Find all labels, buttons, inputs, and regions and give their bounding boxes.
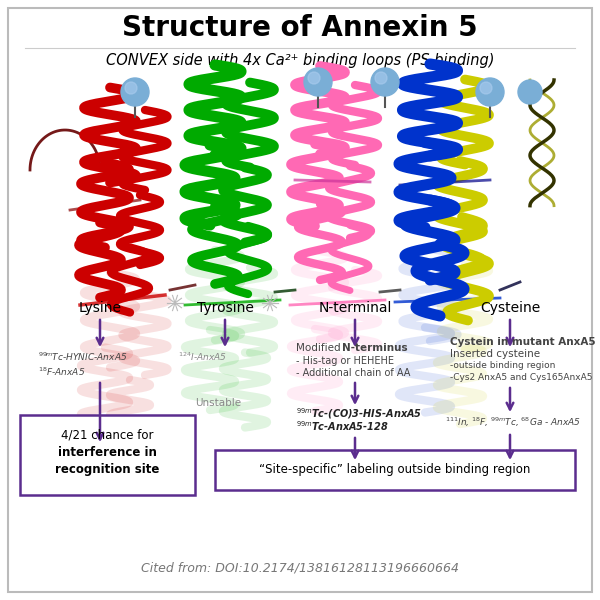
Text: -Cys2 AnxA5 and Cys165AnxA5: -Cys2 AnxA5 and Cys165AnxA5 [450,373,593,383]
Text: interference in: interference in [58,445,157,458]
Text: N-terminal: N-terminal [319,301,392,315]
Text: CONVEX side with 4x Ca²⁺ binding loops (PS binding): CONVEX side with 4x Ca²⁺ binding loops (… [106,52,494,67]
Text: Tyrosine: Tyrosine [197,301,253,315]
Text: -outside binding region: -outside binding region [450,361,556,370]
Text: - His-tag or HEHEHE: - His-tag or HEHEHE [296,356,394,366]
Text: Unstable: Unstable [195,398,241,408]
Circle shape [121,78,149,106]
Text: $^{99m}$Tc-HYNIC-AnxA5: $^{99m}$Tc-HYNIC-AnxA5 [38,351,127,363]
Text: Lysine: Lysine [79,301,121,315]
FancyBboxPatch shape [215,450,575,490]
Text: Inserted cysteine: Inserted cysteine [450,349,540,359]
Text: 4/21 chance for: 4/21 chance for [61,428,153,442]
Circle shape [371,68,399,96]
FancyBboxPatch shape [20,415,195,495]
Text: $^{99m}$Tc-AnxA5-128: $^{99m}$Tc-AnxA5-128 [296,419,389,433]
Circle shape [480,82,492,94]
Circle shape [518,80,542,104]
Text: Modified: Modified [296,343,344,353]
Circle shape [125,82,137,94]
Text: Cystein in mutant AnxA5: Cystein in mutant AnxA5 [450,337,596,347]
Text: Cysteine: Cysteine [480,301,540,315]
Text: $^{111}$In, $^{18}$F, $^{99m}$Tc, $^{68}$Ga - AnxA5: $^{111}$In, $^{18}$F, $^{99m}$Tc, $^{68}… [445,415,581,428]
Text: $^{124}$I-AnxA5: $^{124}$I-AnxA5 [178,351,227,363]
Text: Cited from: DOI:10.2174/13816128113196660664: Cited from: DOI:10.2174/1381612811319666… [141,562,459,575]
Circle shape [476,78,504,106]
Text: - Additional chain of AA: - Additional chain of AA [296,368,410,378]
Text: Structure of Annexin 5: Structure of Annexin 5 [122,14,478,42]
Text: N-terminus: N-terminus [342,343,407,353]
Text: $^{99m}$Tc-(CO)3-HIS-AnxA5: $^{99m}$Tc-(CO)3-HIS-AnxA5 [296,407,422,421]
Text: $^{18}$F-AnxA5: $^{18}$F-AnxA5 [38,366,85,378]
Text: recognition site: recognition site [55,463,159,475]
Circle shape [304,68,332,96]
Circle shape [375,72,387,84]
Text: “Site-specific” labeling outside binding region: “Site-specific” labeling outside binding… [259,463,530,476]
Circle shape [308,72,320,84]
FancyBboxPatch shape [8,8,592,592]
